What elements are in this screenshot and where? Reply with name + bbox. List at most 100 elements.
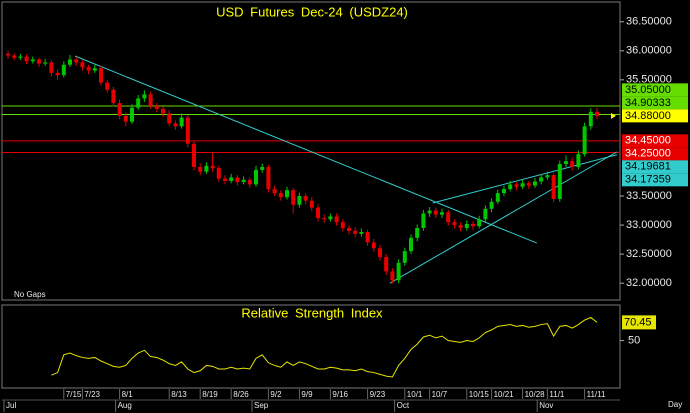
- price-flag-label: 34.88000: [625, 110, 671, 122]
- candle-body: [167, 113, 172, 124]
- candle-body: [576, 154, 581, 167]
- candle-body: [526, 183, 531, 186]
- candle-body: [18, 56, 23, 58]
- price-flag: [622, 83, 688, 97]
- price-flag-label: 35.05000: [625, 84, 671, 96]
- candle-body: [92, 68, 97, 71]
- candle-body: [353, 230, 358, 234]
- candle-body: [278, 193, 283, 198]
- rsi-title: Relative Strength Index: [241, 305, 383, 320]
- price-flag-label: 34.17359: [625, 174, 671, 186]
- candle-body: [328, 216, 333, 220]
- candle-body: [49, 62, 54, 73]
- price-flag-label: 34.90333: [625, 97, 671, 109]
- candle-body: [229, 177, 234, 181]
- price-flag: [622, 96, 688, 110]
- candle-body: [545, 175, 550, 178]
- candle-body: [508, 184, 513, 190]
- candle-body: [564, 161, 568, 165]
- y-tick-label: 32.50000: [626, 248, 672, 260]
- candle-body: [477, 219, 482, 227]
- candle-body: [285, 190, 289, 198]
- candle-body: [117, 103, 122, 116]
- x-tick-label: 9/16: [332, 390, 348, 399]
- candle-body: [539, 177, 544, 182]
- candle-body: [241, 179, 246, 183]
- candle-body: [99, 68, 103, 83]
- candle-body: [458, 225, 463, 228]
- candle-body: [533, 181, 537, 186]
- candle-body: [557, 164, 562, 199]
- candle-body: [595, 111, 599, 116]
- candle-body: [6, 53, 10, 56]
- candle-body: [216, 168, 221, 179]
- candle-body: [551, 175, 556, 199]
- candle-body: [452, 222, 457, 226]
- candle-body: [415, 227, 420, 238]
- candle-body: [582, 126, 587, 155]
- price-flag-label: 34.19681: [625, 161, 671, 173]
- rsi-last-box: [622, 315, 656, 330]
- month-label: Sep: [254, 401, 269, 410]
- candle-body: [291, 190, 296, 205]
- candle-body: [154, 105, 159, 109]
- candle-body: [192, 143, 196, 167]
- candle-body: [37, 59, 41, 64]
- candle-body: [61, 64, 66, 76]
- gap-note: No Gaps: [14, 290, 46, 299]
- candle-body: [483, 208, 488, 220]
- x-unit-label: Day: [668, 400, 682, 409]
- candle-body: [105, 82, 110, 90]
- candle-body: [384, 257, 389, 272]
- x-tick-label: 7/15: [66, 390, 82, 399]
- month-label: Aug: [118, 401, 132, 410]
- candle-body: [185, 117, 190, 144]
- candle-body: [371, 242, 376, 249]
- candle-body: [86, 67, 91, 71]
- candle-body: [142, 94, 147, 99]
- candle-body: [365, 232, 370, 243]
- candle-body: [402, 251, 407, 263]
- candle-body: [12, 55, 17, 58]
- x-tick-label: 11/11: [587, 390, 606, 399]
- x-tick-label: 11/1: [549, 390, 565, 399]
- rsi-line: [51, 316, 598, 378]
- candle-body: [130, 107, 134, 122]
- x-tick-label: 8/26: [233, 390, 249, 399]
- chart-title: USD Futures Dec-24 (USDZ24): [216, 4, 408, 19]
- candle-body: [210, 165, 215, 169]
- month-label: Jul: [6, 401, 16, 410]
- candle-body: [446, 212, 451, 223]
- candle-body: [198, 166, 203, 172]
- x-tick-label: 10/1: [407, 390, 423, 399]
- candle-body: [303, 196, 308, 201]
- candle-body: [266, 166, 271, 190]
- y-tick-label: 36.00000: [626, 45, 672, 57]
- candle-body: [409, 237, 413, 252]
- candle-body: [254, 169, 258, 185]
- candle-body: [520, 183, 525, 187]
- y-tick-label: 36.50000: [626, 16, 672, 28]
- candle-body: [173, 123, 178, 127]
- price-flag: [622, 147, 688, 161]
- y-tick-label: 33.50000: [626, 190, 672, 202]
- candle-body: [334, 216, 339, 223]
- candle-body: [136, 98, 141, 108]
- candle-body: [161, 108, 165, 114]
- candle-body: [514, 184, 519, 187]
- candle-body: [427, 210, 432, 214]
- price-flag: [622, 160, 688, 174]
- price-flag: [622, 134, 688, 148]
- candle-body: [316, 207, 320, 219]
- candle-body: [347, 227, 351, 231]
- candle-body: [179, 117, 184, 127]
- candle-body: [489, 201, 494, 209]
- price-flag-label: 34.25000: [625, 148, 671, 160]
- x-tick-label: 10/28: [525, 390, 546, 399]
- rsi-last-label: 70.45: [624, 316, 652, 328]
- candle-body: [570, 161, 575, 167]
- price-flag: [622, 173, 688, 187]
- trendline: [389, 151, 618, 284]
- candle-body: [43, 62, 48, 64]
